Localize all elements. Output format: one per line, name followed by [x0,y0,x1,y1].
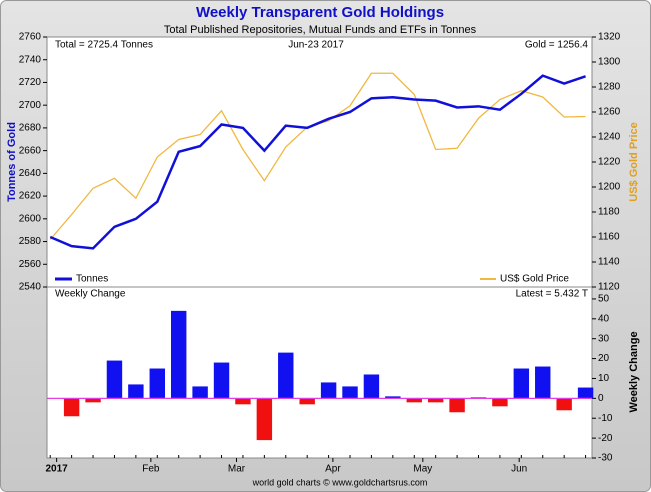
x-tick-label: Mar [228,464,246,475]
y2-tick-label: 1200 [598,182,621,193]
bar [256,398,273,441]
y2-tick-label: 1180 [598,207,620,218]
bar [106,360,123,399]
line-series [49,74,586,250]
y2-tick-label: 30 [598,333,610,344]
bar [299,398,315,405]
y2-tick-label: -30 [598,453,613,464]
y2-axis-label: US$ Gold Price [628,122,640,201]
y2-tick-label: 10 [598,373,610,384]
bar [406,398,422,403]
y-tick-label: 2760 [19,32,42,43]
y-tick-label: 2580 [19,236,42,247]
footer: world gold charts © www.goldchartsrus.co… [252,477,428,487]
bar [149,368,165,399]
bar [85,398,101,403]
bar [320,382,337,399]
y2-tick-label: 1160 [598,232,620,243]
bar [363,374,380,399]
y2-tick-label: 1300 [598,57,621,68]
annotation: Total = 2725.4 Tonnes [55,40,153,51]
y2-tick-label: 1120 [598,282,620,293]
y2-tick-label: -10 [598,413,613,424]
y2-tick-label: -20 [598,433,613,444]
bar [556,398,572,411]
bar [278,352,294,399]
bar [235,398,251,405]
y2-axis-label: Weekly Change [628,331,640,412]
bar [170,310,187,399]
y2-tick-label: 1320 [598,32,621,43]
annotation: Jun-23 2017 [288,40,344,51]
panel-title: Weekly Change [55,289,126,300]
y-tick-label: 2540 [19,282,42,293]
bar [513,368,530,399]
bar [342,386,358,399]
y-tick-label: 2600 [19,213,42,224]
y-tick-label: 2680 [19,123,42,134]
y2-tick-label: 0 [598,393,604,404]
y-tick-label: 2640 [19,168,42,179]
bar [128,384,144,399]
y2-tick-label: 1240 [598,132,621,143]
x-tick-label: May [413,464,432,475]
annotation: Latest = 5.432 T [516,289,588,300]
bar [385,396,401,399]
chart-subtitle: Total Published Repositories, Mutual Fun… [164,24,477,36]
bar [535,366,551,399]
y-tick-label: 2740 [19,54,42,65]
bar [577,387,594,399]
x-tick-label: Apr [325,464,341,475]
bar [427,398,444,403]
legend-label: Tonnes [76,274,108,285]
bar [192,386,208,399]
annotation: Gold = 1256.4 [525,40,589,51]
y-axis-label: Tonnes of Gold [6,122,18,202]
x-tick-label: Feb [142,464,160,475]
x-tick-label: Jun [511,464,527,475]
y2-tick-label: 1280 [598,82,621,93]
x-tick-label: 2017 [46,464,69,475]
y2-tick-label: 1260 [598,107,621,118]
y2-tick-label: 50 [598,294,610,305]
y2-tick-label: 40 [598,313,610,324]
bar [492,398,508,407]
y-tick-label: 2660 [19,145,42,156]
y-tick-label: 2700 [19,100,42,111]
bar [449,398,465,413]
legend-label: US$ Gold Price [500,274,569,285]
y2-tick-label: 20 [598,353,610,364]
y-tick-label: 2620 [19,191,42,202]
bar [63,398,80,417]
chart-title: Weekly Transparent Gold Holdings [196,4,444,21]
bar [213,362,230,399]
y-tick-label: 2560 [19,259,42,270]
y2-tick-label: 1140 [598,257,620,268]
y-tick-label: 2720 [19,77,42,88]
y2-tick-label: 1220 [598,157,621,168]
